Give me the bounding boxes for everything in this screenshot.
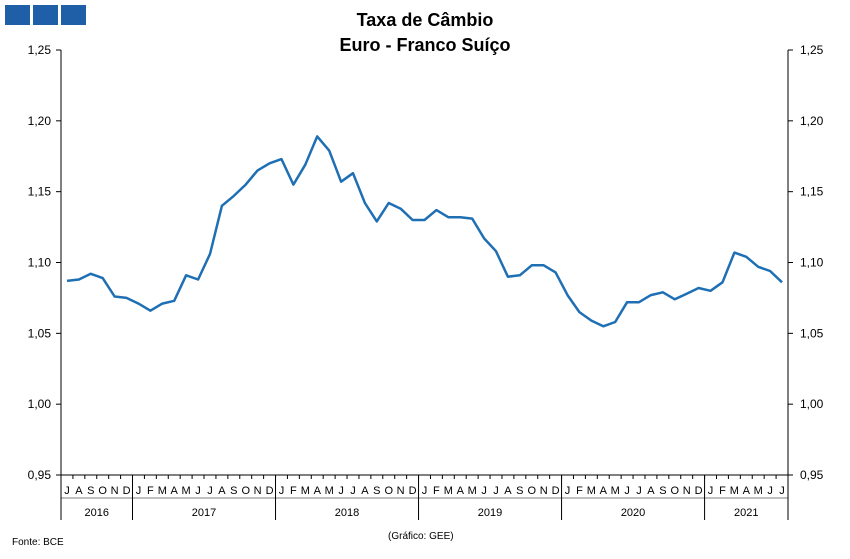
x-tick-label: O bbox=[384, 485, 393, 497]
x-tick-label: F bbox=[576, 485, 583, 497]
x-tick-label: S bbox=[230, 485, 237, 497]
x-tick-label: A bbox=[647, 485, 655, 497]
x-tick-label: M bbox=[587, 485, 596, 497]
x-tick-label: A bbox=[171, 485, 179, 497]
x-tick-label: D bbox=[266, 485, 274, 497]
x-tick-label: J bbox=[767, 485, 773, 497]
x-tick-label: S bbox=[659, 485, 666, 497]
x-tick-label: M bbox=[444, 485, 453, 497]
x-tick-label: N bbox=[254, 485, 262, 497]
x-tick-label: F bbox=[147, 485, 154, 497]
y-tick-label-right: 1,05 bbox=[800, 326, 824, 340]
y-tick-label-right: 1,10 bbox=[800, 256, 824, 270]
x-tick-label: J bbox=[350, 485, 356, 497]
x-tick-label: M bbox=[158, 485, 167, 497]
logo-square bbox=[5, 5, 30, 25]
x-tick-label: A bbox=[75, 485, 83, 497]
x-tick-label: M bbox=[182, 485, 191, 497]
y-tick-label-right: 1,15 bbox=[800, 185, 824, 199]
logo-square bbox=[33, 5, 58, 25]
y-tick-label-right: 1,20 bbox=[800, 114, 824, 128]
y-tick-label-left: 1,05 bbox=[28, 326, 52, 340]
x-tick-label: N bbox=[683, 485, 691, 497]
x-tick-label: S bbox=[373, 485, 380, 497]
x-tick-label: M bbox=[468, 485, 477, 497]
x-tick-label: A bbox=[504, 485, 512, 497]
x-tick-label: J bbox=[136, 485, 142, 497]
y-tick-label-right: 1,25 bbox=[800, 43, 824, 57]
logo-square bbox=[61, 5, 86, 25]
year-label: 2021 bbox=[734, 507, 758, 519]
x-tick-label: J bbox=[636, 485, 642, 497]
x-tick-label: J bbox=[279, 485, 285, 497]
x-tick-label: O bbox=[527, 485, 536, 497]
x-tick-label: A bbox=[314, 485, 322, 497]
x-tick-label: D bbox=[695, 485, 703, 497]
x-tick-label: J bbox=[624, 485, 630, 497]
x-tick-label: O bbox=[98, 485, 107, 497]
x-tick-label: M bbox=[611, 485, 620, 497]
source-note: Fonte: BCE bbox=[12, 537, 64, 548]
x-tick-label: A bbox=[743, 485, 751, 497]
y-tick-label-left: 0,95 bbox=[28, 468, 52, 482]
x-tick-label: J bbox=[779, 485, 785, 497]
year-label: 2019 bbox=[478, 507, 502, 519]
x-tick-label: J bbox=[64, 485, 70, 497]
x-tick-label: J bbox=[207, 485, 213, 497]
y-tick-label-right: 1,00 bbox=[800, 397, 824, 411]
x-tick-label: J bbox=[338, 485, 344, 497]
x-tick-label: D bbox=[409, 485, 417, 497]
x-tick-label: O bbox=[241, 485, 250, 497]
x-tick-label: S bbox=[87, 485, 94, 497]
x-tick-label: A bbox=[600, 485, 608, 497]
x-tick-label: J bbox=[565, 485, 571, 497]
x-tick-label: N bbox=[397, 485, 405, 497]
year-label: 2020 bbox=[621, 507, 645, 519]
x-tick-label: D bbox=[123, 485, 131, 497]
chart-title: Taxa de Câmbio bbox=[356, 10, 494, 30]
x-tick-label: A bbox=[361, 485, 369, 497]
x-tick-label: F bbox=[719, 485, 726, 497]
x-tick-label: J bbox=[493, 485, 499, 497]
year-label: 2017 bbox=[192, 507, 216, 519]
x-tick-label: M bbox=[730, 485, 739, 497]
year-label: 2018 bbox=[335, 507, 359, 519]
x-tick-label: D bbox=[552, 485, 560, 497]
x-tick-label: M bbox=[754, 485, 763, 497]
x-tick-label: J bbox=[481, 485, 487, 497]
x-tick-label: F bbox=[290, 485, 297, 497]
x-tick-label: M bbox=[325, 485, 334, 497]
chart-subtitle: Euro - Franco Suíço bbox=[339, 35, 511, 55]
year-label: 2016 bbox=[85, 507, 109, 519]
x-tick-label: A bbox=[218, 485, 226, 497]
x-tick-label: S bbox=[516, 485, 523, 497]
axes: 0,95 0,95 1,00 1,00 1,05 1,05 1,10 1,10 1,15 1,15… bbox=[28, 43, 824, 520]
credit-note: (Gráfico: GEE) bbox=[388, 531, 454, 542]
x-tick-label: A bbox=[457, 485, 465, 497]
x-tick-label: N bbox=[540, 485, 548, 497]
x-tick-label: J bbox=[708, 485, 714, 497]
logo bbox=[5, 5, 86, 25]
x-tick-label: O bbox=[670, 485, 679, 497]
y-tick-label-left: 1,10 bbox=[28, 256, 52, 270]
x-tick-label: N bbox=[111, 485, 119, 497]
series-layer bbox=[66, 135, 783, 328]
series-line bbox=[66, 135, 783, 328]
x-tick-label: F bbox=[433, 485, 440, 497]
x-tick-label: J bbox=[422, 485, 428, 497]
x-tick-label: M bbox=[301, 485, 310, 497]
x-tick-label: J bbox=[195, 485, 201, 497]
y-tick-label-left: 1,00 bbox=[28, 397, 52, 411]
y-tick-label-left: 1,25 bbox=[28, 43, 52, 57]
y-tick-label-left: 1,15 bbox=[28, 185, 52, 199]
y-tick-label-left: 1,20 bbox=[28, 114, 52, 128]
y-tick-label-right: 0,95 bbox=[800, 468, 824, 482]
